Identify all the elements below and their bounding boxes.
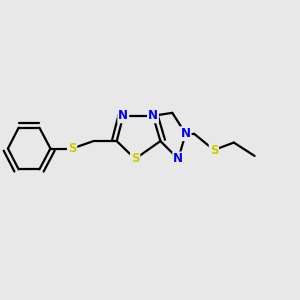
Text: N: N bbox=[148, 109, 158, 122]
Text: N: N bbox=[173, 152, 183, 165]
Text: S: S bbox=[131, 152, 140, 165]
Text: S: S bbox=[210, 143, 218, 157]
Text: S: S bbox=[68, 142, 76, 155]
Text: N: N bbox=[118, 109, 128, 122]
Text: N: N bbox=[181, 127, 191, 140]
